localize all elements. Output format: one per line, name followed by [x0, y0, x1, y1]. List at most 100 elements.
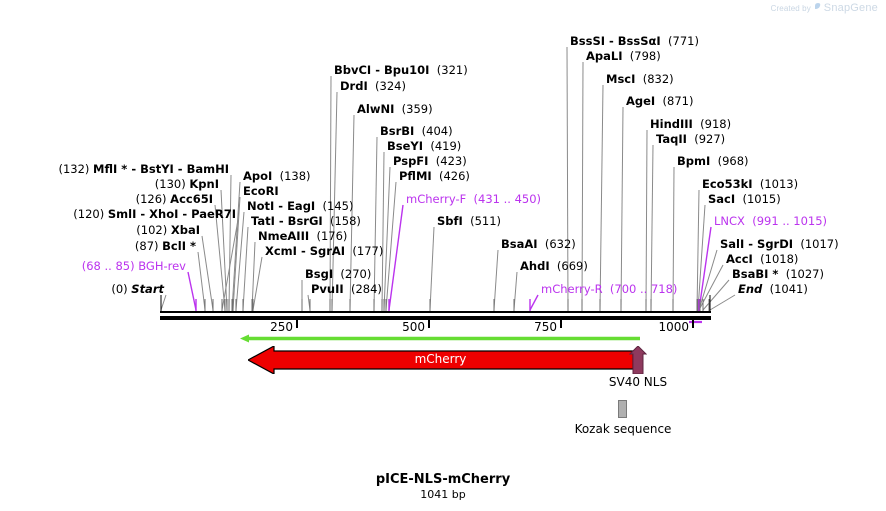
enzyme-label[interactable]: mCherry-R (700 .. 718): [541, 283, 677, 295]
enzyme-label[interactable]: (130) KpnI: [155, 178, 219, 190]
leader-line: [429, 226, 435, 311]
enzyme-name: BpmI: [677, 154, 711, 168]
leader-line: [383, 166, 391, 311]
enzyme-label[interactable]: ApaLI (798): [586, 50, 661, 62]
enzyme-label[interactable]: SacI (1015): [708, 193, 781, 205]
enzyme-label[interactable]: PspFI (423): [393, 155, 467, 167]
enzyme-label[interactable]: PflMI (426): [399, 170, 470, 182]
enzyme-position: (68 .. 85): [81, 259, 135, 273]
mcherry-feature-label: mCherry: [414, 352, 467, 366]
orf-green-arrow[interactable]: [240, 334, 640, 343]
enzyme-name: DrdI: [340, 79, 368, 93]
enzyme-label[interactable]: BssSI - BssSαI (771): [570, 35, 699, 47]
enzyme-position: (284): [343, 282, 382, 296]
leader-line: [697, 204, 706, 311]
enzyme-label[interactable]: (126) Acc65I: [136, 193, 213, 205]
enzyme-position: (1027): [778, 267, 824, 281]
enzyme-label[interactable]: AlwNI (359): [357, 103, 433, 115]
enzyme-name: BclI *: [162, 239, 196, 253]
enzyme-label[interactable]: PvuII (284): [311, 283, 382, 295]
enzyme-label[interactable]: BbvCI - Bpu10I (321): [334, 64, 468, 76]
enzyme-position: (871): [655, 94, 694, 108]
enzyme-label[interactable]: BsrBI (404): [380, 125, 453, 137]
enzyme-name: Acc65I: [170, 192, 213, 206]
enzyme-name: End: [738, 282, 763, 296]
enzyme-position: (359): [394, 102, 433, 116]
enzyme-position: (1017): [793, 237, 839, 251]
leader-line: [645, 129, 648, 311]
enzyme-position: (1018): [752, 252, 799, 266]
enzyme-label[interactable]: (68 .. 85) BGH-rev: [82, 260, 186, 272]
enzyme-position: (176): [309, 229, 348, 243]
enzyme-label[interactable]: ApoI (138): [243, 170, 311, 182]
snapgene-watermark: Created by SnapGene: [771, 2, 878, 14]
enzyme-name: LNCX: [714, 214, 745, 228]
enzyme-label[interactable]: TaqII (927): [656, 133, 725, 145]
enzyme-label[interactable]: SalI - SgrDI (1017): [720, 238, 839, 250]
enzyme-label[interactable]: DrdI (324): [340, 80, 406, 92]
leader-line: [381, 151, 385, 311]
enzyme-label[interactable]: HindIII (918): [650, 118, 731, 130]
enzyme-label[interactable]: LNCX (991 .. 1015): [714, 215, 827, 227]
enzyme-position: (632): [537, 237, 576, 251]
enzyme-name: XcmI - SgrAI: [265, 244, 346, 258]
leader-line: [620, 106, 624, 311]
kozak-sequence-label: Kozak sequence: [574, 422, 672, 436]
ruler-number: 750: [534, 320, 557, 334]
enzyme-name: AccI: [726, 252, 753, 266]
enzyme-position: (120): [73, 207, 105, 221]
enzyme-label[interactable]: AgeI (871): [626, 95, 693, 107]
plasmid-backbone-bottom: [160, 316, 711, 320]
enzyme-label[interactable]: BsgI (270): [305, 268, 371, 280]
enzyme-label[interactable]: SbfI (511): [437, 215, 501, 227]
enzyme-label[interactable]: BsaBI * (1027): [732, 268, 824, 280]
enzyme-label[interactable]: mCherry-F (431 .. 450): [406, 193, 541, 205]
enzyme-position: (771): [660, 34, 699, 48]
enzyme-label[interactable]: (102) XbaI: [136, 224, 200, 236]
enzyme-name: MscI: [606, 72, 636, 86]
enzyme-label[interactable]: NotI - EagI (145): [247, 200, 353, 212]
leader-line: [581, 61, 584, 311]
leader-line: [672, 166, 675, 311]
enzyme-label[interactable]: (87) BclI *: [135, 240, 196, 252]
leader-line: [242, 226, 249, 311]
enzyme-name: PflMI: [399, 169, 432, 183]
enzyme-name: Eco53kI: [702, 177, 753, 191]
enzyme-name: mCherry-F: [406, 192, 467, 206]
enzyme-name: NmeAIII: [258, 229, 310, 243]
leader-line: [160, 294, 167, 311]
enzyme-position: (0): [111, 282, 128, 296]
leader-line: [214, 204, 226, 311]
enzyme-label[interactable]: MscI (832): [606, 73, 674, 85]
enzyme-label[interactable]: (0) Start: [111, 283, 164, 295]
enzyme-name: BsrBI: [380, 124, 415, 138]
enzyme-label[interactable]: (120) SmlI - XhoI - PaeR7I: [73, 208, 236, 220]
enzyme-label[interactable]: (132) MflI * - BstYI - BamHI: [58, 163, 229, 175]
enzyme-label[interactable]: Eco53kI (1013): [702, 178, 798, 190]
leader-line: [228, 174, 232, 311]
enzyme-label[interactable]: BpmI (968): [677, 155, 749, 167]
enzyme-label[interactable]: TatI - BsrGI (158): [251, 215, 361, 227]
leader-line: [529, 294, 539, 311]
enzyme-label[interactable]: BsaAI (632): [501, 238, 576, 250]
enzyme-label[interactable]: End (1041): [738, 283, 808, 295]
enzyme-name: ApaLI: [586, 49, 623, 63]
ruler-tick: [296, 320, 298, 328]
enzyme-position: (102): [136, 223, 168, 237]
enzyme-label[interactable]: BseYI (419): [387, 140, 461, 152]
sv40-nls-arrow[interactable]: [629, 346, 647, 374]
enzyme-label[interactable]: AccI (1018): [726, 253, 798, 265]
mcherry-cds-arrow[interactable]: [248, 346, 633, 374]
enzyme-label[interactable]: AhdI (669): [520, 260, 588, 272]
watermark-prefix: Created by: [770, 3, 811, 13]
watermark-brand: SnapGene: [823, 2, 878, 14]
enzyme-label[interactable]: XcmI - SgrAI (177): [265, 245, 383, 257]
enzyme-label[interactable]: NmeAIII (176): [258, 230, 347, 242]
kozak-sequence-box[interactable]: [618, 400, 627, 418]
enzyme-label[interactable]: EcoRI: [243, 185, 279, 197]
enzyme-position: (177): [345, 244, 384, 258]
ruler-number: 1000: [658, 320, 689, 334]
enzyme-position: (511): [462, 214, 502, 228]
leader-line: [599, 84, 604, 311]
